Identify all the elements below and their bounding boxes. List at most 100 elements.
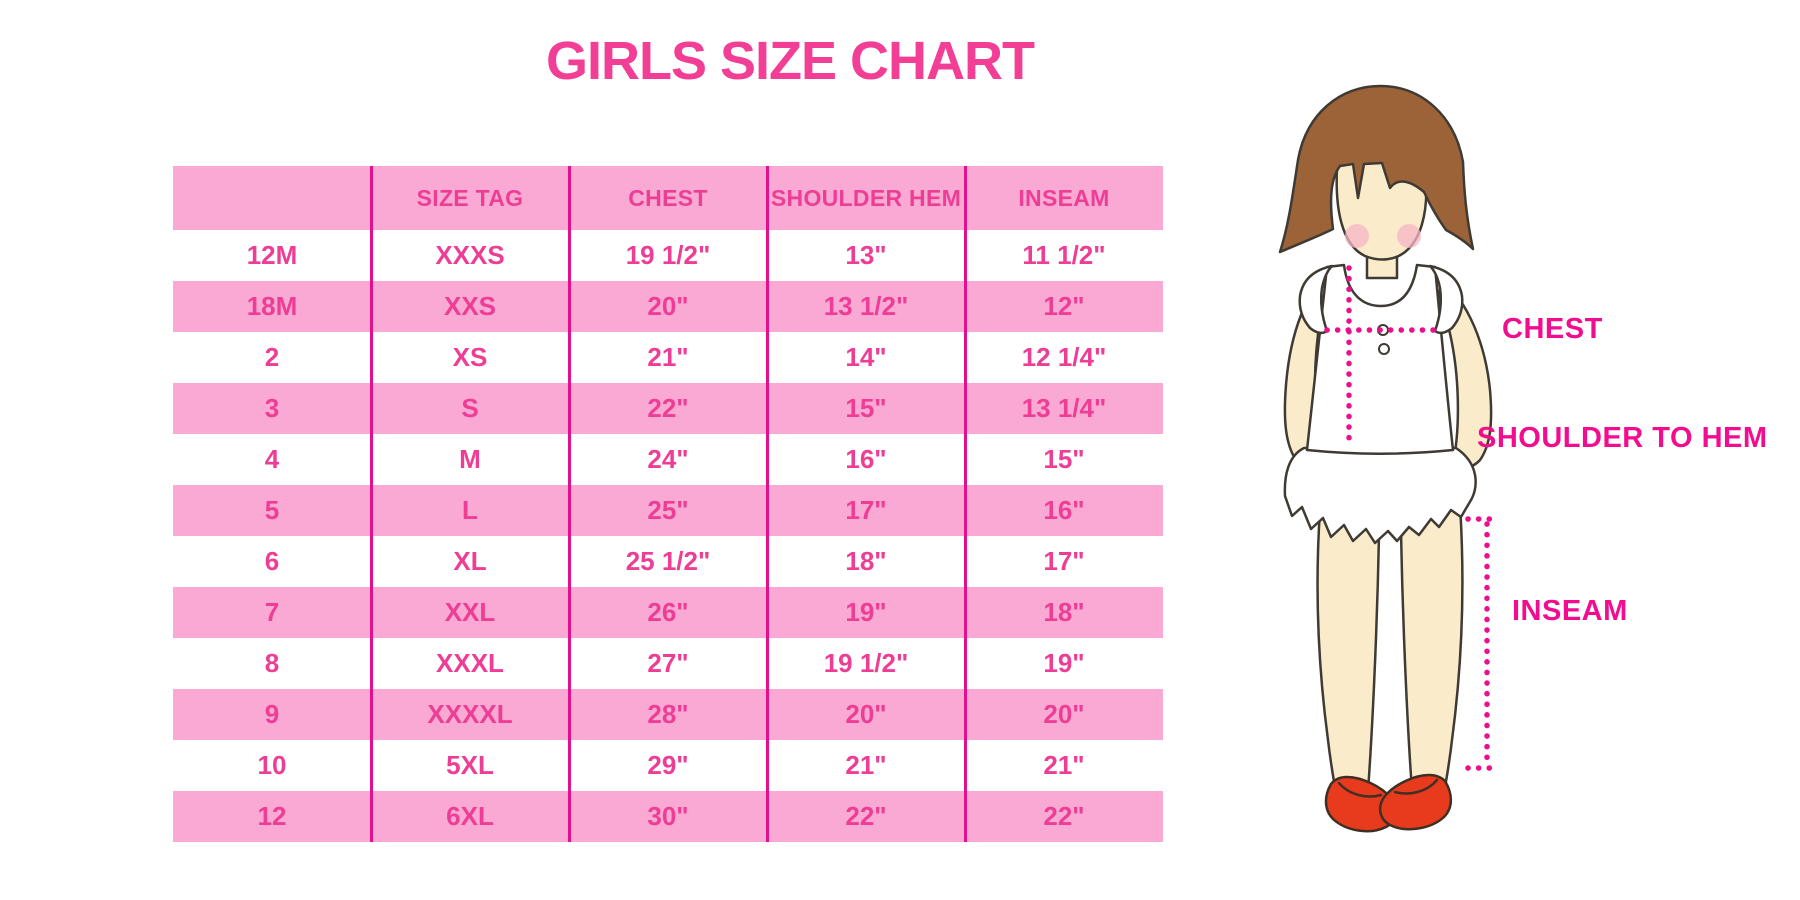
table-cell: 30": [647, 801, 689, 831]
column-header: CHEST: [628, 184, 708, 211]
table-cell: 20": [845, 699, 887, 729]
page-title: GIRLS SIZE CHART: [545, 31, 1035, 91]
table-cell: 9: [264, 699, 280, 729]
table-cell: XXL: [444, 597, 496, 627]
table-cell: 25 1/2": [625, 546, 711, 576]
table-cell: 24": [647, 444, 689, 474]
girl-leg-right: [1399, 503, 1464, 806]
girl-skirt: [1283, 446, 1477, 545]
table-cell: 26": [647, 597, 689, 627]
table-cell: 14": [845, 342, 887, 372]
column-separator: [369, 166, 373, 842]
table-cell: XS: [452, 342, 488, 372]
blush-right: [1397, 224, 1421, 248]
table-row: 10 5XL 29" 21" 21": [173, 740, 1163, 791]
table-cell: XXXXL: [427, 699, 513, 729]
girl-arm-left: [1283, 270, 1334, 470]
table-cell: 19": [1043, 648, 1085, 678]
table-cell: 19 1/2": [625, 240, 711, 270]
inseam-label: INSEAM: [1512, 595, 1628, 627]
table-cell: XXXS: [435, 240, 505, 270]
table-row: 9 XXXXL 28" 20" 20": [173, 689, 1163, 740]
table-cell: 25": [647, 495, 689, 525]
column-header: SHOULDER HEM: [770, 184, 962, 211]
table-row: 6 XL 25 1/2" 18" 17": [173, 536, 1163, 587]
table-row: 12 6XL 30" 22" 22": [173, 791, 1163, 842]
dress-button: [1378, 343, 1390, 355]
table-cell: 16": [845, 444, 887, 474]
table-cell: 28": [647, 699, 689, 729]
table-cell: XL: [453, 546, 487, 576]
shoe-opening-right: [1393, 778, 1439, 795]
table-cell: 13": [845, 240, 887, 270]
shoulder-to-hem-label: SHOULDER TO HEM: [1477, 422, 1768, 454]
blush-left: [1345, 224, 1369, 248]
girl-leg-left: [1316, 508, 1381, 806]
table-cell: 2: [264, 342, 280, 372]
girl-face: [1335, 137, 1428, 261]
table-cell: 6: [264, 546, 280, 576]
table-cell: 19": [845, 597, 887, 627]
girl-neck: [1365, 244, 1399, 280]
table-cell: 13 1/4": [1021, 393, 1107, 423]
table-cell: 21": [845, 750, 887, 780]
table-cell: 21": [1043, 750, 1085, 780]
table-cell: 15": [1043, 444, 1085, 474]
girl-shoe-left: [1324, 775, 1398, 833]
dress-button: [1377, 324, 1389, 336]
table-cell: XXXL: [436, 648, 504, 678]
column-separator: [963, 166, 967, 842]
shoe-opening-left: [1337, 781, 1383, 798]
size-table: SIZE TAG CHEST SHOULDER HEM INSEAM 12M XXXS 1…: [173, 166, 1163, 842]
table-cell: 20": [647, 291, 689, 321]
table-cell: M: [459, 444, 481, 474]
table-header-row: SIZE TAG CHEST SHOULDER HEM INSEAM: [173, 166, 1163, 230]
girl-arm-right: [1428, 270, 1493, 469]
table-row: 5 L 25" 17" 16": [173, 485, 1163, 536]
table-cell: 6XL: [446, 801, 494, 831]
table-cell: 11 1/2": [1022, 240, 1106, 270]
table-cell: 22": [647, 393, 689, 423]
table-cell: 17": [845, 495, 887, 525]
column-header: [173, 166, 371, 230]
table-cell: 18": [1043, 597, 1085, 627]
table-cell: 29": [647, 750, 689, 780]
girl-shoulder-ruffle-left: [1298, 264, 1334, 335]
table-row: 12M XXXS 19 1/2" 13" 11 1/2": [173, 230, 1163, 281]
girl-hair: [1278, 84, 1475, 254]
table-cell: 12 1/4": [1021, 342, 1107, 372]
table-cell: 4: [264, 444, 280, 474]
girl-bodice: [1305, 263, 1455, 455]
table-cell: 7: [264, 597, 280, 627]
table-row: 4 M 24" 16" 15": [173, 434, 1163, 485]
table-cell: 21": [647, 342, 689, 372]
table-row: 8 XXXL 27" 19 1/2" 19": [173, 638, 1163, 689]
table-cell: 17": [1043, 546, 1085, 576]
column-header: INSEAM: [1018, 184, 1110, 211]
table-cell: 8: [264, 648, 280, 678]
table-row: 7 XXL 26" 19" 18": [173, 587, 1163, 638]
column-separator: [567, 166, 571, 842]
table-cell: S: [461, 393, 479, 423]
table-cell: 22": [1043, 801, 1085, 831]
table-row: 3 S 22" 15" 13 1/4": [173, 383, 1163, 434]
table-cell: 3: [264, 393, 280, 423]
table-cell: 12: [257, 801, 287, 831]
table-cell: 12": [1043, 291, 1085, 321]
chest-label: CHEST: [1502, 313, 1603, 345]
table-cell: 18": [845, 546, 887, 576]
table-cell: 5XL: [446, 750, 494, 780]
table-cell: 15": [845, 393, 887, 423]
table-cell: 18M: [246, 291, 298, 321]
table-cell: XXS: [443, 291, 497, 321]
girl-shoulder-ruffle-right: [1428, 264, 1464, 335]
table-row: 2 XS 21" 14" 12 1/4": [173, 332, 1163, 383]
girl-shoe-right: [1378, 773, 1453, 831]
table-cell: L: [462, 495, 478, 525]
table-cell: 19 1/2": [823, 648, 909, 678]
table-cell: 16": [1043, 495, 1085, 525]
table-cell: 20": [1043, 699, 1085, 729]
table-cell: 22": [845, 801, 887, 831]
table-cell: 27": [647, 648, 689, 678]
